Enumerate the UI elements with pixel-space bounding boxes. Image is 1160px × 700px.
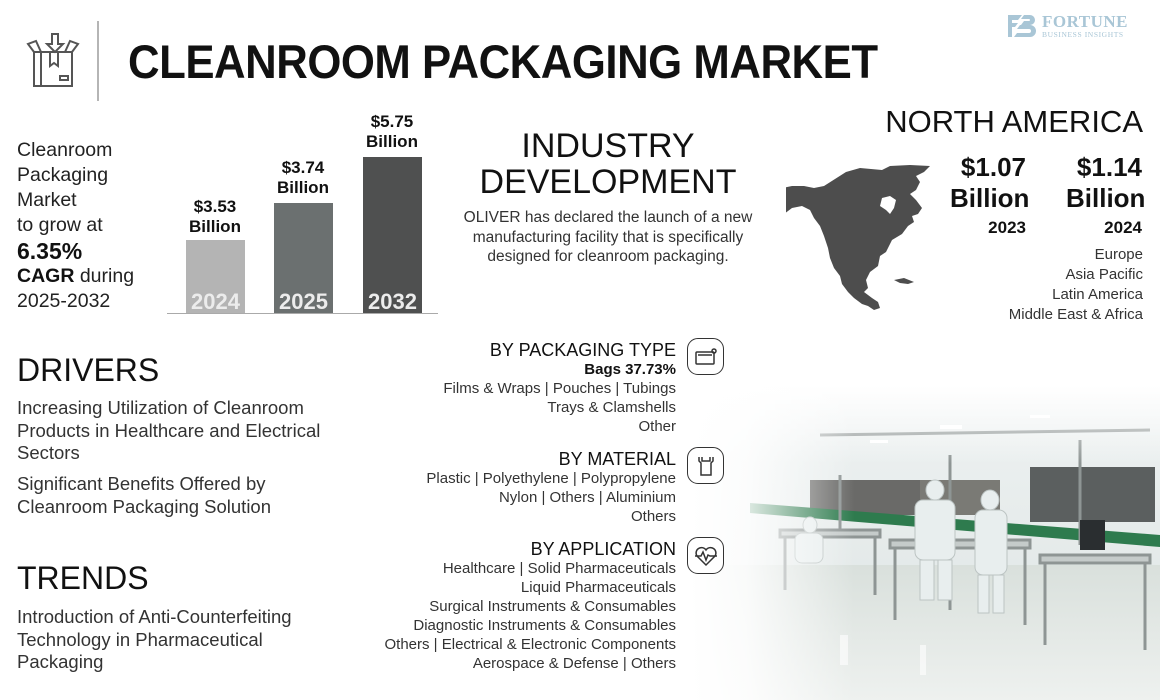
title-line: DEVELOPMENT [479, 163, 737, 201]
chart-baseline [167, 313, 438, 314]
segment-line: Other [638, 418, 676, 435]
title-line: INDUSTRY [521, 127, 695, 165]
bar-label-2024: $3.53 Billion [170, 197, 260, 237]
na-stat-year: 2023 [988, 218, 1026, 237]
photo-fade-overlay [690, 385, 1160, 700]
na-stat-2023: $1.07 Billion 2023 [950, 152, 1030, 240]
bar-label-2025: $3.74 Billion [258, 158, 348, 198]
bar-year: 2024 [191, 289, 240, 314]
plastic-bag-icon [687, 447, 724, 484]
region-item: Europe [1094, 246, 1143, 263]
growth-line: Cleanroom [17, 139, 113, 161]
bar-unit: Billion [366, 132, 418, 151]
segment-packaging-type: BY PACKAGING TYPE Bags 37.73% Films & Wr… [443, 340, 676, 436]
segment-line: Healthcare | Solid Pharmaceuticals [442, 560, 676, 577]
header-divider [97, 21, 99, 101]
na-stat-year: 2024 [1104, 218, 1142, 237]
bar-value: $5.75 [370, 112, 414, 131]
industry-development-text: OLIVER has declared the launch of a new … [463, 209, 753, 265]
growth-line: Market [17, 189, 77, 211]
na-stat-unit: Billion [1066, 183, 1146, 213]
heart-pulse-icon [687, 537, 724, 574]
segment-title: BY PACKAGING TYPE [489, 340, 676, 360]
cagr-suffix: during [74, 265, 135, 287]
north-america-map-icon [776, 160, 946, 310]
trend-item: Introduction of Anti-Counterfeiting Tech… [17, 606, 292, 672]
segment-line: Trays & Clamshells [547, 399, 676, 416]
segment-material: BY MATERIAL Plastic | Polyethylene | Pol… [426, 449, 676, 526]
forecast-period: 2025-2032 [17, 290, 111, 312]
box-download-icon [26, 30, 84, 92]
bar-2025: 2025 [274, 203, 333, 313]
other-regions-list: Europe Asia Pacific Latin America Middle… [1009, 245, 1143, 325]
segment-line: Liquid Pharmaceuticals [520, 579, 676, 596]
pouch-icon [687, 338, 724, 375]
segment-line: Surgical Instruments & Consumables [429, 598, 676, 615]
na-stat-value: $1.14 [1076, 152, 1142, 182]
logo-sub-text: BUSINESS INSIGHTS [1042, 30, 1124, 40]
bar-2032: 2032 [363, 157, 422, 313]
segment-line: Plastic | Polyethylene | Polypropylene [426, 470, 676, 487]
region-item: Latin America [1052, 286, 1143, 303]
industry-development-title: INDUSTRY DEVELOPMENT [468, 128, 748, 200]
segment-title: BY APPLICATION [530, 539, 676, 559]
bar-year: 2025 [279, 289, 328, 314]
page-title: CLEANROOM PACKAGING MARKET [128, 35, 878, 88]
bar-label-2032: $5.75 Billion [347, 112, 437, 152]
segment-title: BY MATERIAL [558, 449, 676, 469]
bar-value: $3.74 [281, 158, 325, 177]
bar-value: $3.53 [193, 197, 237, 216]
region-item: Middle East & Africa [1008, 306, 1143, 323]
cleanroom-facility-photo [690, 385, 1160, 700]
segment-line: Others | Electrical & Electronic Compone… [384, 636, 676, 653]
segment-lead: Bags 37.73% [584, 361, 676, 378]
logo-mark-icon [1008, 15, 1036, 37]
segment-application: BY APPLICATION Healthcare | Solid Pharma… [384, 539, 676, 673]
na-stat-2024: $1.14 Billion 2024 [1066, 152, 1146, 240]
segment-line: Aerospace & Defense | Others [472, 655, 676, 672]
segment-line: Diagnostic Instruments & Consumables [413, 617, 676, 634]
driver-item: Increasing Utilization of Cleanroom Prod… [17, 397, 321, 463]
growth-line: Packaging [17, 164, 109, 186]
cagr-label-line: CAGR during [17, 264, 134, 289]
cagr-value: 6.35% [17, 238, 83, 264]
segment-line: Nylon | Others | Aluminium [498, 489, 676, 506]
driver-item: Significant Benefits Offered by Cleanroo… [17, 473, 272, 517]
north-america-title: NORTH AMERICA [885, 104, 1143, 139]
segment-line: Others [630, 508, 676, 525]
cagr-label: CAGR [17, 265, 75, 287]
trends-title: TRENDS [17, 560, 149, 596]
bar-unit: Billion [277, 178, 329, 197]
fortune-business-insights-logo: FORTUNE BUSINESS INSIGHTS [1006, 11, 1146, 41]
na-stat-unit: Billion [950, 183, 1030, 213]
region-item: Asia Pacific [1065, 266, 1143, 283]
bar-unit: Billion [189, 217, 241, 236]
market-growth-summary: Cleanroom Packaging Market to grow at 6.… [17, 138, 134, 314]
logo-main-text: FORTUNE [1042, 12, 1129, 32]
bar-2024: 2024 [186, 240, 245, 313]
na-stat-value: $1.07 [960, 152, 1026, 182]
drivers-title: DRIVERS [17, 352, 160, 388]
segment-line: Films & Wraps | Pouches | Tubings [443, 380, 676, 397]
growth-line: to grow at [17, 214, 103, 236]
bar-year: 2032 [368, 289, 417, 314]
